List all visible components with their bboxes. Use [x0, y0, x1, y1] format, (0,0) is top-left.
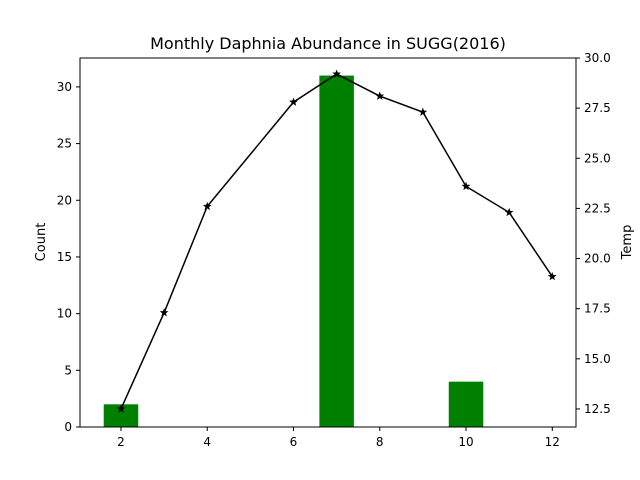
- bar: [448, 381, 484, 427]
- temp-point: [504, 207, 514, 217]
- y-tick-label: 5: [64, 363, 72, 377]
- bar: [319, 75, 354, 428]
- x-tick-label: 8: [376, 435, 384, 449]
- x-tick-label: 12: [545, 435, 560, 449]
- temp-point: [159, 308, 169, 317]
- temp-point: [418, 107, 428, 116]
- y2-axis-label: Temp: [620, 225, 635, 261]
- x-tick-label: 2: [117, 435, 125, 449]
- temp-line: [120, 73, 553, 410]
- x-tick-label: 4: [203, 435, 211, 449]
- y2-tick-label: 27.5: [584, 101, 611, 115]
- y-tick-label: 0: [64, 420, 72, 434]
- y-axis-label: Count: [34, 223, 49, 262]
- y2-tick-label: 30.0: [584, 51, 611, 65]
- chart-title: Monthly Daphnia Abundance in SUGG(2016): [150, 34, 506, 53]
- y2-tick-label: 15.0: [584, 352, 611, 366]
- y2-tick-label: 22.5: [584, 201, 611, 215]
- temp-point: [375, 91, 385, 100]
- bar-series: [103, 75, 484, 428]
- y2-tick-label: 12.5: [584, 402, 611, 416]
- y2-tick-label: 25.0: [584, 151, 611, 165]
- temp-series: [116, 69, 557, 413]
- temp-point: [116, 404, 126, 413]
- y2-tick-label: 17.5: [584, 302, 611, 316]
- plot-area-frame: [79, 57, 577, 428]
- x-axis: 2 4 6 8 10 12: [117, 427, 560, 449]
- y-axis-left: 0 5 10 15 20 25 30: [57, 80, 80, 434]
- y-axis-right: 12.5 15.0 17.5 20.0 22.5 25.0 27.5 30.0: [576, 51, 611, 416]
- y-tick-label: 30: [57, 80, 72, 94]
- x-tick-label: 10: [458, 435, 473, 449]
- y-tick-label: 25: [57, 137, 72, 151]
- y-tick-label: 10: [57, 307, 72, 321]
- temp-point: [461, 181, 471, 191]
- temp-point: [289, 97, 298, 106]
- y2-tick-label: 20.0: [584, 252, 611, 266]
- y-tick-label: 15: [57, 250, 72, 264]
- x-tick-label: 6: [290, 435, 298, 449]
- temp-point: [547, 271, 557, 281]
- temp-point: [332, 69, 341, 78]
- temp-point: [202, 201, 212, 211]
- y-tick-label: 20: [57, 193, 72, 207]
- bar: [103, 404, 139, 427]
